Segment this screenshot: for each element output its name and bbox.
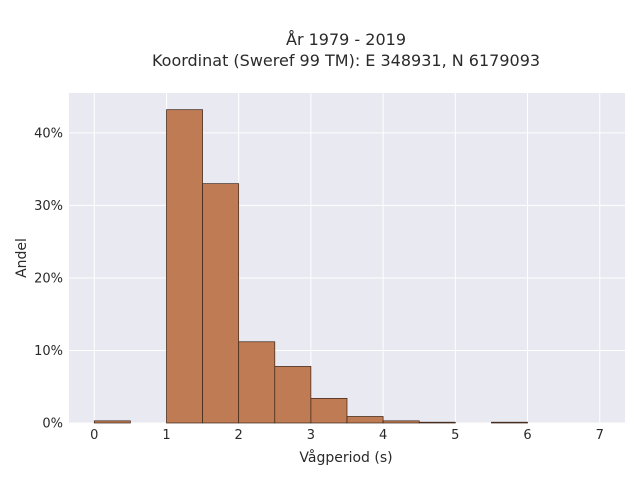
histogram-bar <box>310 397 348 424</box>
y-tick-label: 40% <box>34 126 63 141</box>
y-tick-label: 20% <box>34 271 63 286</box>
histogram-bar <box>491 421 528 424</box>
x-tick-label: 5 <box>451 428 459 443</box>
x-axis-label: Vågperiod (s) <box>299 449 392 466</box>
y-tick-label: 30% <box>34 199 63 214</box>
y-axis-label: Andel <box>14 238 30 278</box>
histogram-bar <box>418 421 456 424</box>
y-tick-label: 10% <box>34 344 63 359</box>
x-tick-label: 7 <box>596 428 604 443</box>
chart-title: År 1979 - 2019 <box>286 30 406 49</box>
histogram-bar <box>166 109 203 424</box>
x-tick-label: 6 <box>523 428 531 443</box>
histogram-bar <box>346 416 384 424</box>
histogram-bar <box>238 341 276 424</box>
chart-subtitle: Koordinat (Sweref 99 TM): E 348931, N 61… <box>152 51 540 70</box>
plot-area <box>69 93 625 423</box>
x-tick-label: 0 <box>90 428 98 443</box>
histogram-bar <box>202 183 240 424</box>
bars <box>93 109 528 424</box>
histogram-bar <box>382 420 420 424</box>
y-axis-ticks: 0% 10% 20% 30% 40% <box>34 126 63 431</box>
y-tick-label: 0% <box>42 417 63 432</box>
x-tick-label: 1 <box>162 428 170 443</box>
x-tick-label: 4 <box>379 428 387 443</box>
histogram-bar <box>93 420 131 424</box>
histogram-bar <box>274 366 312 424</box>
x-axis-ticks: 0 1 2 3 4 5 6 7 <box>90 428 604 443</box>
x-tick-label: 2 <box>235 428 243 443</box>
x-tick-label: 3 <box>307 428 315 443</box>
